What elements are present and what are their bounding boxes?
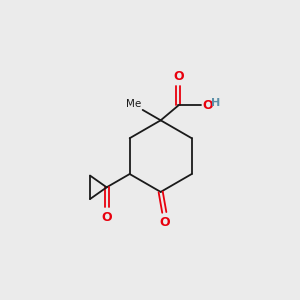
Text: O: O [101, 211, 112, 224]
Text: O: O [159, 216, 169, 229]
Text: O: O [202, 99, 213, 112]
Text: O: O [173, 70, 184, 83]
Text: Me: Me [126, 99, 142, 109]
Text: H: H [212, 98, 221, 108]
